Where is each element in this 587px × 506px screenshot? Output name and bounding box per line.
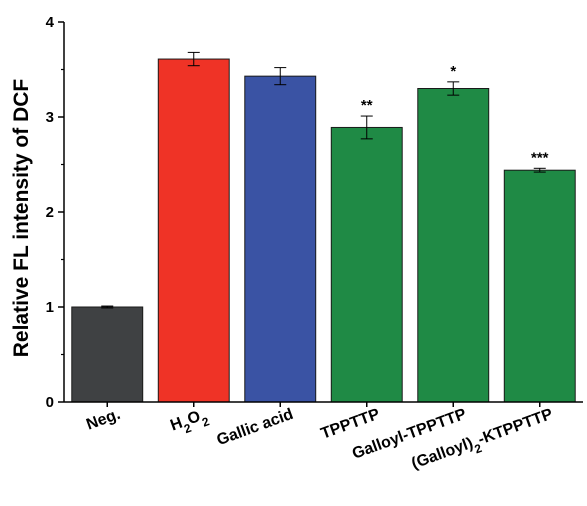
error-bar-1 [101,305,114,309]
axes-layer [58,21,583,407]
x-tick-label-3: Gallic acid [215,406,296,449]
tick-labels-layer: 0 1 2 3 4 [46,14,55,411]
error-bars-layer [101,51,546,309]
y-tick-label-0: 0 [46,394,54,411]
error-bar-5 [447,81,460,96]
bar-5 [417,88,490,403]
bar-6 [503,169,576,403]
bar-3 [244,75,317,403]
significance-marker-4: ** [361,97,373,114]
x-tick-label-4: TPPTTP [319,406,383,443]
error-bar-6 [533,167,546,173]
error-bar-2 [187,51,200,67]
y-tick-label-4: 4 [46,14,55,31]
y-tick-label-2: 2 [46,204,54,221]
bar-1 [71,306,144,403]
category-labels-layer: Neg. H2O2 Gallic acid TPPTTPGalloyl-TPPTTP(… [84,406,555,473]
bars-layer [71,58,576,403]
significance-layer: ****** [361,63,549,166]
significance-marker-5: * [450,63,456,80]
y-tick-label-1: 1 [46,299,54,316]
significance-marker-6: *** [531,149,549,166]
error-bar-4 [360,115,373,140]
y-axis-label: Relative FL intensity of DCF [10,79,33,358]
y-tick-label-3: 3 [46,109,54,126]
bar-2 [157,58,230,403]
error-bar-3 [274,67,287,86]
x-tick-label-2: H2O2 [168,406,211,441]
bar-4 [330,126,403,403]
x-tick-label-1: Neg. [84,406,122,434]
